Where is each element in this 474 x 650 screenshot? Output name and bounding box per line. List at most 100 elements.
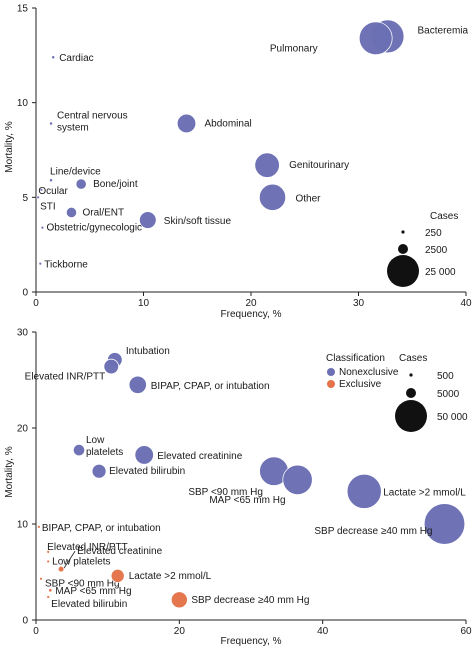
data-label: BIPAP, CPAP, or intubation: [42, 523, 161, 534]
panel-infection-source: Mortality, % Frequency, % 0 10 20 30 40 0 5 10 1…: [4, 4, 472, 321]
bubble-bipap-cpap-or-intubation-nonexclusive: [128, 375, 147, 394]
legend-size-label: 500: [437, 371, 454, 382]
bubble-oral-ent: [65, 206, 78, 219]
data-label: Genitourinary: [289, 160, 349, 171]
bubble-abdominal: [176, 113, 197, 134]
data-label: Skin/soft tissue: [164, 216, 232, 227]
data-label: Oral/ENT: [82, 207, 124, 218]
y-axis-label: Mortality, %: [4, 446, 15, 498]
bubble-central-nervous-system: [48, 121, 54, 126]
x-tick-label: 20: [245, 298, 257, 309]
x-axis-label: Frequency, %: [221, 636, 282, 647]
legend-size-label: 250: [425, 228, 442, 239]
legend-series-label: Nonexclusive: [339, 367, 399, 378]
x-tick-label: 0: [33, 626, 39, 637]
x-tick-label: 30: [353, 298, 365, 309]
y-tick-label: 20: [17, 424, 29, 435]
bubble-tickborne: [38, 261, 43, 266]
legend-title: Classification: [326, 353, 385, 364]
legend-size-label: 2500: [425, 245, 448, 256]
legend-series-label: Exclusive: [339, 379, 382, 390]
data-label: Elevated INR/PTT: [25, 372, 106, 383]
bubble-obstetric-gynecologic: [40, 225, 45, 230]
legend-title: Cases: [399, 353, 427, 364]
panel-organ-dysfunction: Mortality, % Frequency, % 0 20 40 60 0 10 20 30…: [4, 328, 472, 648]
bubble-sbp-decrease-40-mm-hg-exclusive: [170, 591, 188, 609]
legend-bubble-large: [395, 400, 427, 432]
data-label: MAP <65 mm Hg: [55, 586, 131, 597]
data-label: Intubation: [126, 346, 170, 357]
data-label: Elevated creatinine: [77, 546, 162, 557]
x-tick-label: 40: [317, 626, 329, 637]
legend-size-label: 25 000: [425, 267, 456, 278]
data-label: Bone/joint: [93, 179, 138, 190]
x-axis-label: Frequency, %: [221, 309, 282, 320]
data-label: Line/device: [50, 166, 101, 177]
data-label: BIPAP, CPAP, or intubation: [151, 381, 270, 392]
legend-bubble-large: [387, 255, 419, 287]
bubble-ocular: [39, 187, 44, 192]
data-label: Low platelets: [86, 435, 123, 458]
bubble-map-65-mm-hg-nonexclusive: [282, 464, 313, 495]
legend-bubble-medium: [406, 388, 416, 398]
legend-bubble-medium: [398, 244, 408, 254]
legend-bubble-small: [401, 230, 405, 234]
bubble-genitourinary: [254, 152, 280, 178]
legend-swatch-nonexclusive: [327, 368, 335, 376]
data-label: Central nervous system: [57, 110, 128, 133]
data-label: Other: [296, 193, 322, 204]
bubble-low-platelets-exclusive: [46, 559, 51, 564]
data-label: Tickborne: [44, 260, 88, 271]
bubble-elevated-creatinine-exclusive: [57, 565, 65, 573]
x-tick-label: 0: [33, 298, 39, 309]
size-legend: Cases 500 5000 50 000: [395, 353, 468, 432]
size-legend: Cases 250 2500 25 000: [387, 211, 458, 287]
x-tick-label: 10: [138, 298, 150, 309]
bubble-low-platelets-nonexclusive: [72, 443, 86, 457]
data-label: Lactate >2 mmol/L: [383, 487, 466, 498]
data-label: Obstetric/gynecologic: [46, 223, 142, 234]
classification-legend: Classification Nonexclusive Exclusive: [326, 353, 399, 390]
bubble-elevated-creatinine-nonexclusive: [134, 445, 154, 465]
y-tick-label: 5: [22, 193, 28, 204]
bubble-elevated-inr-ptt-exclusive: [46, 549, 51, 554]
data-label: SBP decrease ≥40 mm Hg: [191, 595, 309, 606]
bubble-bone-joint: [75, 178, 87, 190]
bubble-elevated-bilirubin-exclusive: [46, 595, 51, 599]
data-label: Elevated bilirubin: [51, 599, 127, 610]
legend-bubble-small: [409, 373, 413, 377]
legend-swatch-exclusive: [327, 380, 335, 388]
bubble-elevated-bilirubin-nonexclusive: [91, 463, 107, 479]
y-tick-label: 15: [17, 4, 29, 15]
legend-size-label: 50 000: [437, 412, 468, 423]
bubble-lactate-2-mmol-l-nonexclusive: [346, 473, 382, 509]
data-label: Elevated bilirubin: [109, 466, 185, 477]
legend-size-label: 5000: [437, 389, 460, 400]
data-label: Cardiac: [59, 53, 93, 64]
bubble-sbp-decrease-40-mm-hg-nonexclusive: [423, 503, 466, 545]
data-label: STI: [40, 201, 56, 212]
data-label: Abdominal: [205, 118, 252, 129]
x-tick-label: 20: [174, 626, 186, 637]
bubble-sti: [36, 195, 41, 200]
y-tick-label: 0: [22, 288, 28, 299]
data-label: Pulmonary: [270, 43, 318, 54]
bubble-lactate-2-mmol-l-exclusive: [110, 568, 125, 583]
data-label: Bacteremia: [418, 25, 469, 36]
leader-line: [63, 550, 76, 569]
y-tick-label: 10: [17, 98, 29, 109]
bubble-bipap-cpap-or-intubation-exclusive: [36, 524, 41, 529]
data-label: SBP <90 mm Hg: [45, 579, 120, 590]
data-label: Elevated INR/PTT: [47, 542, 128, 553]
bubble-line-device: [48, 178, 54, 183]
data-label: SBP <90 mm Hg: [188, 487, 263, 498]
y-axis-label: Mortality, %: [4, 121, 15, 173]
data-label: Ocular: [38, 186, 68, 197]
data-label: Lactate >2 mmol/L: [129, 571, 212, 582]
x-tick-label: 60: [460, 626, 472, 637]
data-label: MAP <65 mm Hg: [209, 495, 285, 506]
data-label: Low platelets: [52, 556, 110, 567]
bubble-cardiac: [51, 55, 56, 60]
y-tick-label: 30: [17, 328, 29, 339]
